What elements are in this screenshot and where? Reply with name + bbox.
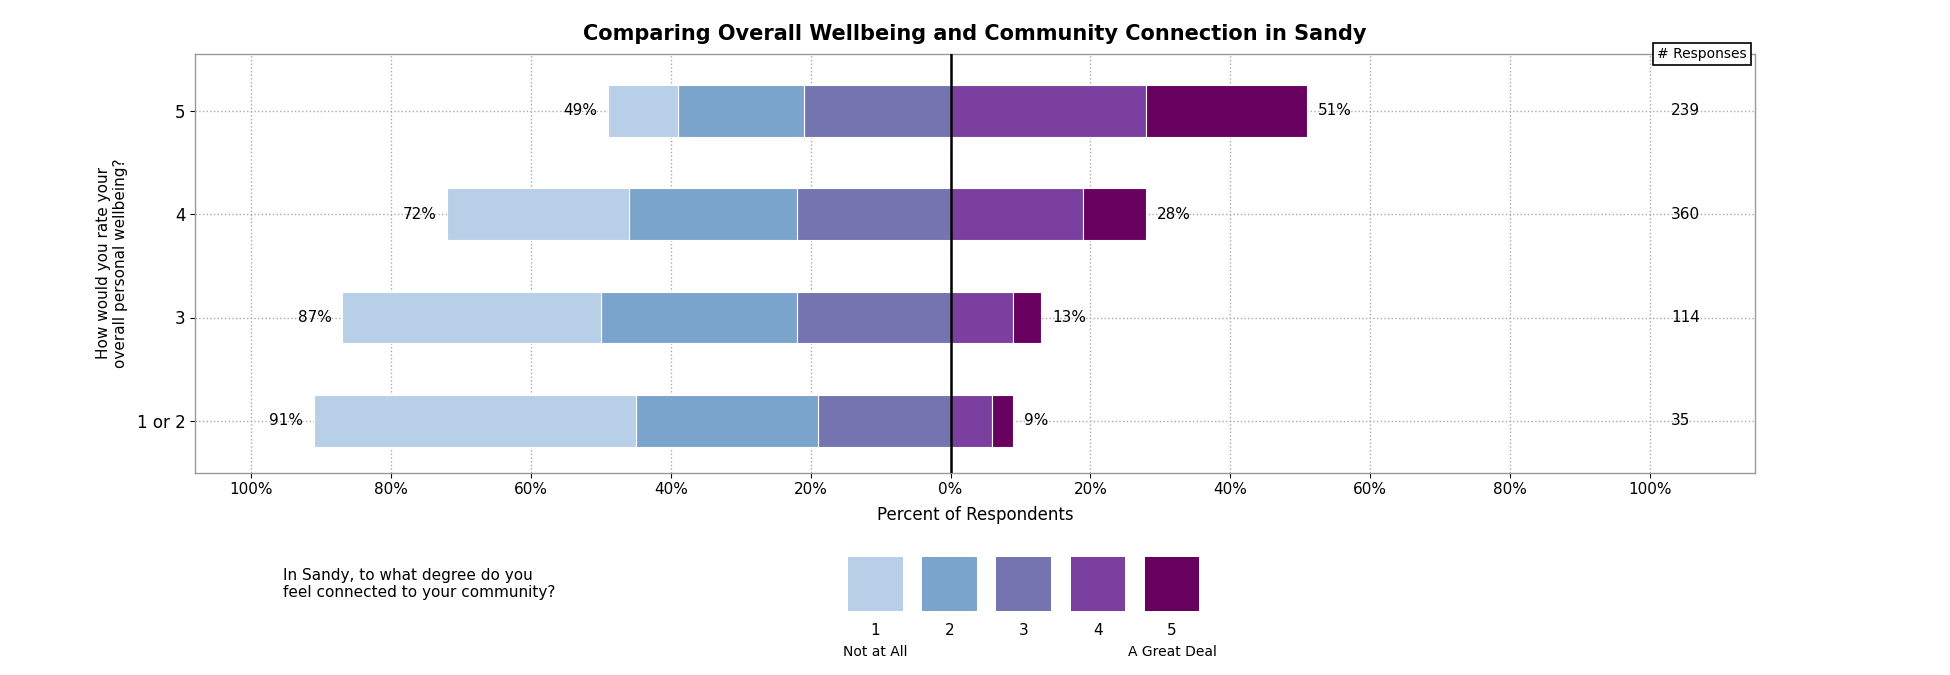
Bar	[628, 188, 798, 240]
Bar	[679, 85, 803, 136]
Bar	[601, 292, 798, 344]
Bar	[993, 395, 1014, 447]
X-axis label: Percent of Respondents: Percent of Respondents	[878, 506, 1072, 524]
Title: Comparing Overall Wellbeing and Community Connection in Sandy: Comparing Overall Wellbeing and Communit…	[583, 24, 1367, 44]
Text: # Responses: # Responses	[1658, 47, 1747, 61]
Text: 5: 5	[1168, 623, 1176, 638]
Bar	[817, 395, 950, 447]
Text: 2: 2	[946, 623, 954, 638]
Text: 4: 4	[1094, 623, 1102, 638]
Bar	[314, 395, 636, 447]
Text: 13%: 13%	[1051, 310, 1086, 325]
Bar	[1147, 85, 1306, 136]
Y-axis label: How would you rate your
overall personal wellbeing?: How would you rate your overall personal…	[96, 159, 129, 368]
Bar	[1084, 188, 1147, 240]
Text: 9%: 9%	[1024, 413, 1049, 429]
Bar	[950, 85, 1147, 136]
Bar	[798, 188, 950, 240]
Text: 1: 1	[872, 623, 879, 638]
Text: 87%: 87%	[298, 310, 332, 325]
Text: 35: 35	[1671, 413, 1691, 429]
Bar	[341, 292, 601, 344]
Text: 72%: 72%	[402, 207, 437, 221]
Bar	[798, 292, 950, 344]
Bar	[803, 85, 950, 136]
Bar	[950, 188, 1084, 240]
Bar	[608, 85, 679, 136]
Text: 239: 239	[1671, 103, 1700, 118]
Bar	[1014, 292, 1041, 344]
Bar	[950, 395, 993, 447]
Bar	[950, 292, 1014, 344]
Text: 28%: 28%	[1156, 207, 1191, 221]
Bar	[447, 188, 628, 240]
Text: A Great Deal: A Great Deal	[1127, 645, 1217, 659]
Text: 114: 114	[1671, 310, 1700, 325]
Text: 360: 360	[1671, 207, 1700, 221]
Text: 51%: 51%	[1318, 103, 1351, 118]
Text: 91%: 91%	[269, 413, 304, 429]
Text: In Sandy, to what degree do you
feel connected to your community?: In Sandy, to what degree do you feel con…	[283, 568, 556, 600]
Text: 3: 3	[1018, 623, 1030, 638]
Text: 49%: 49%	[564, 103, 597, 118]
Text: Not at All: Not at All	[842, 645, 909, 659]
Bar	[636, 395, 817, 447]
